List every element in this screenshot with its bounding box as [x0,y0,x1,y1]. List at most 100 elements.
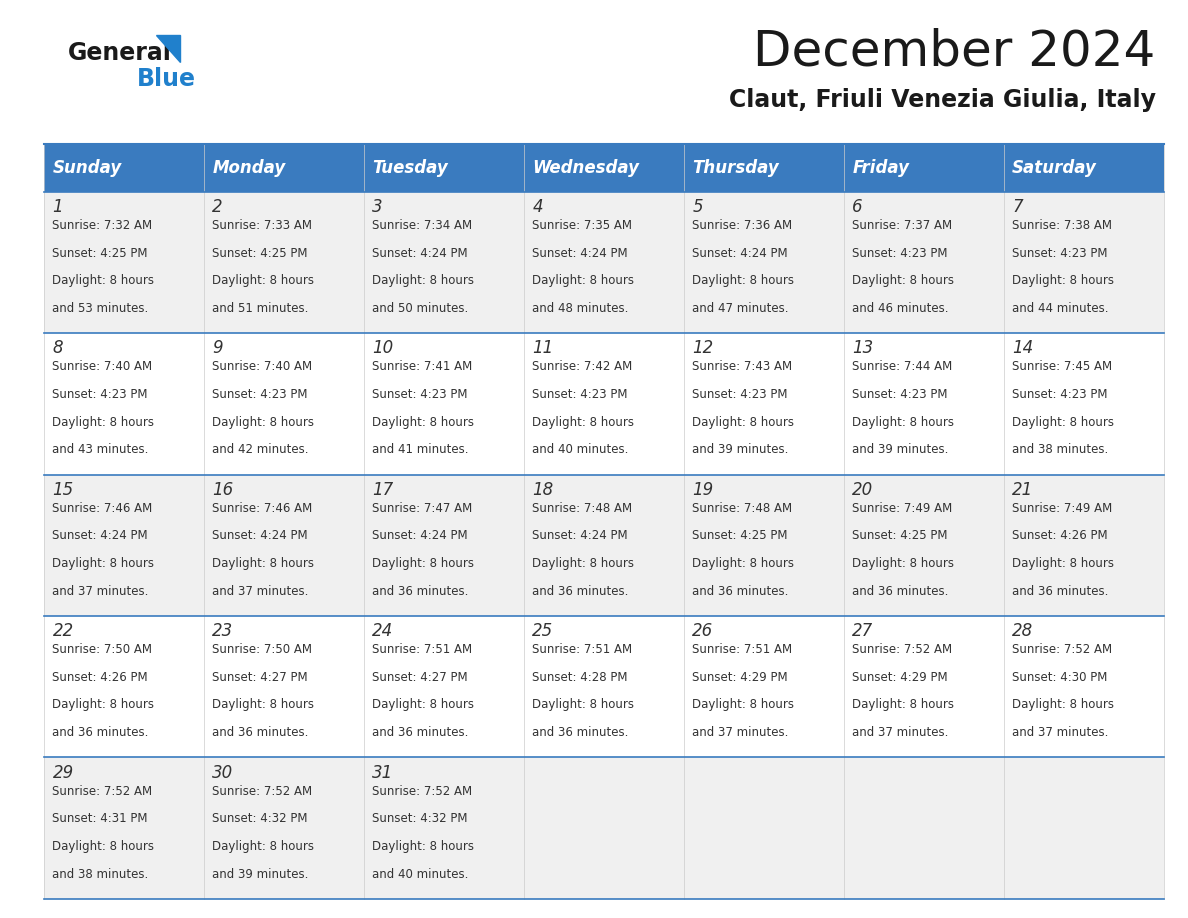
Text: 10: 10 [372,340,393,357]
Bar [684,144,843,192]
Text: Sunrise: 7:48 AM: Sunrise: 7:48 AM [693,502,792,515]
Text: Sunrise: 7:44 AM: Sunrise: 7:44 AM [852,361,953,374]
Text: 18: 18 [532,481,554,498]
Text: Friday: Friday [852,159,909,177]
Text: Daylight: 8 hours: Daylight: 8 hours [1012,557,1114,570]
Text: Sunset: 4:28 PM: Sunset: 4:28 PM [532,671,627,684]
Text: 29: 29 [52,764,74,782]
Text: and 38 minutes.: and 38 minutes. [52,868,148,880]
Text: and 42 minutes.: and 42 minutes. [213,443,309,456]
Text: Daylight: 8 hours: Daylight: 8 hours [52,840,154,853]
Text: Sunset: 4:25 PM: Sunset: 4:25 PM [213,247,308,260]
Text: Sunrise: 7:33 AM: Sunrise: 7:33 AM [213,219,312,232]
Text: Sunset: 4:29 PM: Sunset: 4:29 PM [693,671,788,684]
Text: Sunrise: 7:35 AM: Sunrise: 7:35 AM [532,219,632,232]
Text: Sunrise: 7:37 AM: Sunrise: 7:37 AM [852,219,953,232]
Bar [524,144,684,192]
Text: Daylight: 8 hours: Daylight: 8 hours [372,699,474,711]
Text: and 37 minutes.: and 37 minutes. [1012,726,1108,739]
Text: Daylight: 8 hours: Daylight: 8 hours [213,274,315,287]
Text: Daylight: 8 hours: Daylight: 8 hours [1012,416,1114,429]
Text: Sunset: 4:26 PM: Sunset: 4:26 PM [52,671,148,684]
Text: and 36 minutes.: and 36 minutes. [1012,585,1108,598]
Text: Saturday: Saturday [1012,159,1098,177]
Text: and 39 minutes.: and 39 minutes. [852,443,949,456]
Text: Sunrise: 7:49 AM: Sunrise: 7:49 AM [1012,502,1112,515]
Text: Sunrise: 7:51 AM: Sunrise: 7:51 AM [693,644,792,656]
Bar [524,616,684,757]
Text: Sunset: 4:32 PM: Sunset: 4:32 PM [213,812,308,825]
Text: Sunrise: 7:46 AM: Sunrise: 7:46 AM [52,502,153,515]
Text: Sunset: 4:23 PM: Sunset: 4:23 PM [1012,247,1107,260]
Text: Sunrise: 7:52 AM: Sunrise: 7:52 AM [372,785,473,798]
Text: Sunrise: 7:40 AM: Sunrise: 7:40 AM [213,361,312,374]
Bar [44,192,204,333]
Text: Sunset: 4:24 PM: Sunset: 4:24 PM [372,530,468,543]
Text: and 40 minutes.: and 40 minutes. [532,443,628,456]
Text: 3: 3 [372,198,383,216]
Text: 28: 28 [1012,622,1034,641]
Text: 8: 8 [52,340,63,357]
Text: Sunset: 4:24 PM: Sunset: 4:24 PM [532,247,628,260]
Polygon shape [157,35,181,62]
Text: Sunday: Sunday [52,159,121,177]
Text: Daylight: 8 hours: Daylight: 8 hours [372,557,474,570]
Text: Sunset: 4:23 PM: Sunset: 4:23 PM [1012,388,1107,401]
Text: Daylight: 8 hours: Daylight: 8 hours [852,699,954,711]
Text: Sunset: 4:24 PM: Sunset: 4:24 PM [693,247,788,260]
Text: Daylight: 8 hours: Daylight: 8 hours [852,557,954,570]
Text: Sunrise: 7:50 AM: Sunrise: 7:50 AM [213,644,312,656]
Text: 30: 30 [213,764,234,782]
Text: 21: 21 [1012,481,1034,498]
Bar [364,757,524,899]
Text: Sunrise: 7:36 AM: Sunrise: 7:36 AM [693,219,792,232]
Text: 23: 23 [213,622,234,641]
Text: Daylight: 8 hours: Daylight: 8 hours [213,416,315,429]
Text: and 39 minutes.: and 39 minutes. [693,443,789,456]
Text: Daylight: 8 hours: Daylight: 8 hours [693,699,795,711]
Text: Wednesday: Wednesday [532,159,639,177]
Text: Sunrise: 7:51 AM: Sunrise: 7:51 AM [532,644,632,656]
Text: Daylight: 8 hours: Daylight: 8 hours [1012,699,1114,711]
Bar [843,757,1004,899]
Text: 19: 19 [693,481,714,498]
Text: Sunset: 4:23 PM: Sunset: 4:23 PM [693,388,788,401]
Text: Blue: Blue [137,66,195,91]
Bar [684,475,843,616]
Text: and 40 minutes.: and 40 minutes. [372,868,469,880]
Text: December 2024: December 2024 [753,28,1156,75]
Text: Daylight: 8 hours: Daylight: 8 hours [372,840,474,853]
Text: and 44 minutes.: and 44 minutes. [1012,302,1108,315]
Text: and 36 minutes.: and 36 minutes. [693,585,789,598]
Text: 14: 14 [1012,340,1034,357]
Text: Daylight: 8 hours: Daylight: 8 hours [52,557,154,570]
Text: Daylight: 8 hours: Daylight: 8 hours [532,557,634,570]
Text: Sunrise: 7:43 AM: Sunrise: 7:43 AM [693,361,792,374]
Text: Sunrise: 7:52 AM: Sunrise: 7:52 AM [52,785,152,798]
Bar [524,333,684,475]
Text: Daylight: 8 hours: Daylight: 8 hours [693,274,795,287]
Text: 25: 25 [532,622,554,641]
Text: Sunrise: 7:52 AM: Sunrise: 7:52 AM [852,644,953,656]
Text: Daylight: 8 hours: Daylight: 8 hours [213,840,315,853]
Text: Sunset: 4:24 PM: Sunset: 4:24 PM [213,530,308,543]
Text: 1: 1 [52,198,63,216]
Text: Daylight: 8 hours: Daylight: 8 hours [852,416,954,429]
Bar [524,757,684,899]
Text: Sunset: 4:24 PM: Sunset: 4:24 PM [52,530,148,543]
Text: Daylight: 8 hours: Daylight: 8 hours [693,416,795,429]
Text: 31: 31 [372,764,393,782]
Text: Sunset: 4:27 PM: Sunset: 4:27 PM [213,671,308,684]
Text: 11: 11 [532,340,554,357]
Bar [204,757,364,899]
Text: Daylight: 8 hours: Daylight: 8 hours [532,274,634,287]
Text: Daylight: 8 hours: Daylight: 8 hours [852,274,954,287]
Bar [684,616,843,757]
Bar [684,757,843,899]
Text: 4: 4 [532,198,543,216]
Bar [364,144,524,192]
Text: Sunset: 4:23 PM: Sunset: 4:23 PM [852,388,948,401]
Text: Sunrise: 7:51 AM: Sunrise: 7:51 AM [372,644,473,656]
Text: 6: 6 [852,198,862,216]
Text: Sunrise: 7:40 AM: Sunrise: 7:40 AM [52,361,152,374]
